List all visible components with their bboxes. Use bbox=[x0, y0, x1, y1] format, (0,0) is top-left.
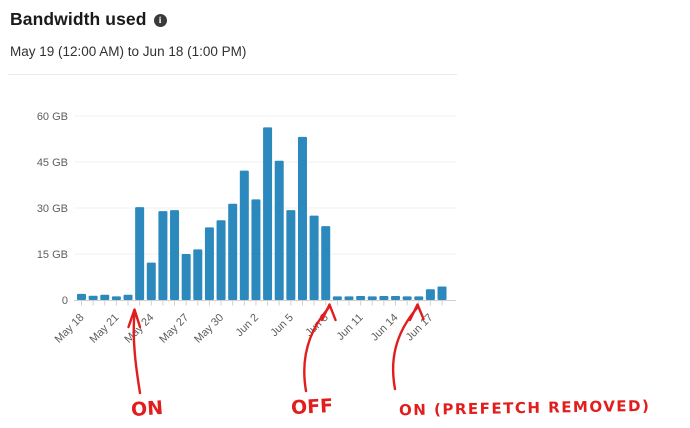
page-title: Bandwidth used bbox=[10, 9, 147, 29]
date-range-subtitle: May 19 (12:00 AM) to Jun 18 (1:00 PM) bbox=[10, 44, 247, 59]
y-axis-label: 15 GB bbox=[37, 249, 68, 261]
annotation-on-prefetch-removed: ON (PREFETCH REMOVED) bbox=[398, 396, 651, 420]
bar-Jun-9 bbox=[332, 296, 342, 300]
bar-Jun-14 bbox=[391, 296, 401, 300]
x-axis-label: May 27 bbox=[157, 312, 191, 346]
x-axis-label: Jun 2 bbox=[234, 312, 262, 340]
arrowhead-off bbox=[320, 303, 337, 322]
x-axis-label: Jun 11 bbox=[334, 312, 365, 343]
bar-Jun-3 bbox=[263, 127, 273, 300]
x-axis-label: Jun 5 bbox=[268, 312, 296, 340]
bar-Jun-8 bbox=[321, 226, 331, 300]
bar-May-25 bbox=[158, 211, 168, 300]
bar-Jun-1 bbox=[239, 170, 249, 300]
x-axis-label: Jun 17 bbox=[404, 312, 436, 344]
bar-May-24 bbox=[146, 262, 156, 300]
header-divider bbox=[8, 74, 457, 75]
bar-May-22 bbox=[123, 294, 133, 300]
annotation-off: OFF bbox=[290, 394, 334, 420]
x-axis-label: Jun 14 bbox=[369, 312, 401, 344]
x-axis-label: May 24 bbox=[122, 312, 156, 346]
bar-Jun-17 bbox=[425, 289, 435, 300]
bar-Jun-7 bbox=[309, 215, 319, 300]
bar-Jun-16 bbox=[414, 296, 424, 300]
arrowhead-on-prefetch bbox=[408, 303, 425, 322]
x-axis-label: May 18 bbox=[53, 312, 87, 346]
y-axis-label: 45 GB bbox=[37, 157, 68, 169]
bar-May-27 bbox=[181, 254, 191, 300]
bar-Jun-5 bbox=[286, 210, 296, 300]
info-icon[interactable]: i bbox=[153, 14, 167, 27]
bar-Jun-12 bbox=[367, 296, 377, 300]
y-axis-label: 30 GB bbox=[37, 203, 68, 215]
bar-Jun-15 bbox=[402, 296, 412, 300]
bar-May-23 bbox=[135, 207, 145, 300]
arrow-on bbox=[132, 311, 142, 395]
arrow-on-prefetch bbox=[391, 306, 419, 391]
x-axis-label: May 30 bbox=[192, 312, 226, 346]
bar-May-29 bbox=[204, 227, 214, 300]
arrowhead-on bbox=[127, 308, 142, 329]
bar-May-19 bbox=[88, 295, 98, 300]
bar-May-31 bbox=[228, 203, 238, 300]
bar-Jun-2 bbox=[251, 199, 261, 300]
annotation-on: ON bbox=[130, 396, 164, 422]
bar-Jun-6 bbox=[297, 136, 307, 300]
bar-May-18 bbox=[77, 293, 86, 300]
bar-May-30 bbox=[216, 220, 226, 300]
y-axis-label: 60 GB bbox=[37, 111, 68, 123]
bar-May-28 bbox=[193, 249, 203, 300]
bar-Jun-13 bbox=[379, 296, 389, 300]
y-axis-label: 0 bbox=[62, 295, 68, 307]
arrow-off bbox=[303, 306, 330, 393]
bar-May-20 bbox=[100, 294, 110, 300]
bar-Jun-11 bbox=[356, 296, 366, 300]
chart-header: Bandwidth used i bbox=[10, 9, 167, 30]
bar-May-21 bbox=[111, 296, 121, 300]
bar-Jun-10 bbox=[344, 296, 354, 300]
x-axis-label: Jun 8 bbox=[303, 312, 331, 340]
bar-May-26 bbox=[170, 210, 180, 300]
x-axis-label: May 21 bbox=[88, 312, 122, 346]
bar-Jun-18 bbox=[437, 286, 447, 300]
bar-Jun-4 bbox=[274, 160, 284, 300]
